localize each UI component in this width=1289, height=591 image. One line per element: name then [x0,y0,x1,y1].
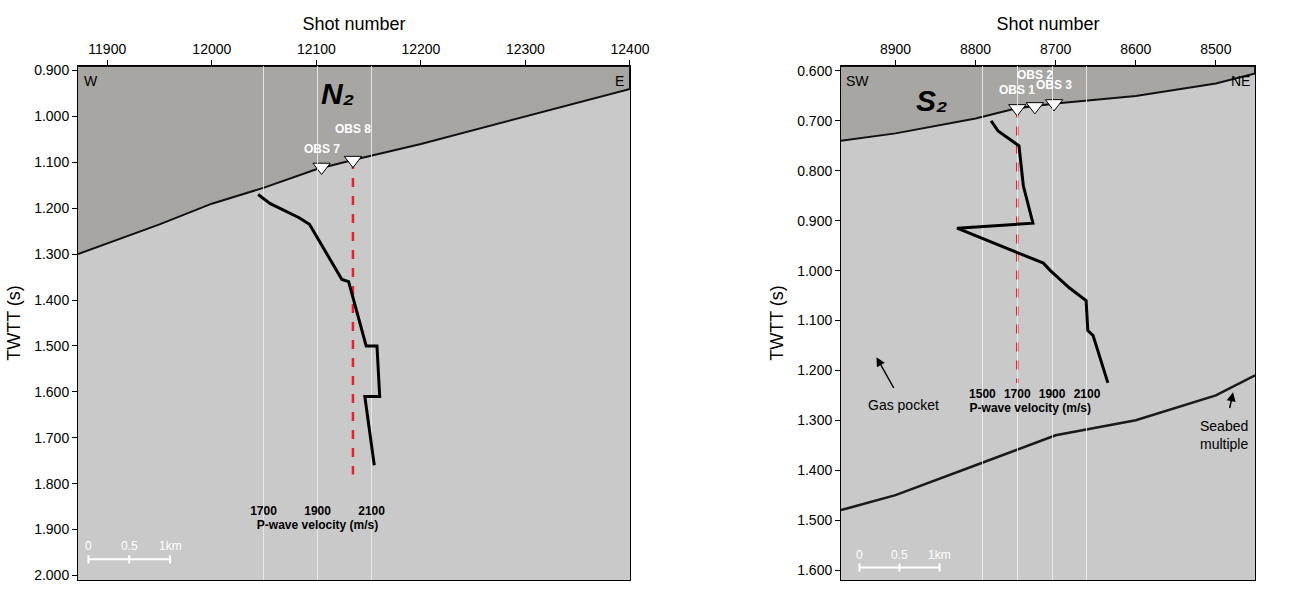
svg-text:1.400: 1.400 [797,462,832,478]
svg-text:N₂: N₂ [321,77,354,110]
svg-text:1.100: 1.100 [797,312,832,328]
svg-text:8700: 8700 [1040,41,1071,57]
svg-text:1.400: 1.400 [34,292,69,308]
svg-text:OBS 1: OBS 1 [999,83,1035,97]
svg-text:8800: 8800 [960,41,991,57]
svg-text:12200: 12200 [401,41,440,57]
svg-text:1700: 1700 [1004,387,1031,401]
svg-text:2100: 2100 [358,504,385,518]
svg-text:1.000: 1.000 [797,263,832,279]
svg-text:1.500: 1.500 [34,338,69,354]
svg-text:1900: 1900 [304,504,331,518]
svg-text:NE: NE [1231,73,1250,89]
svg-text:SW: SW [846,73,869,89]
svg-text:Seabedmultiple: Seabedmultiple [1200,418,1248,452]
svg-text:0: 0 [85,539,92,553]
svg-text:1km: 1km [928,548,951,562]
svg-text:8500: 8500 [1200,41,1231,57]
svg-text:0.900: 0.900 [34,62,69,78]
svg-text:1.800: 1.800 [34,476,69,492]
svg-text:0.600: 0.600 [797,63,832,79]
svg-text:S₂: S₂ [916,84,947,117]
svg-text:0.5: 0.5 [891,548,908,562]
svg-text:1.200: 1.200 [797,362,832,378]
svg-text:Shot number: Shot number [997,14,1100,34]
svg-text:1.000: 1.000 [34,108,69,124]
svg-text:1.700: 1.700 [34,430,69,446]
svg-text:2.000: 2.000 [34,567,69,583]
svg-text:P-wave velocity (m/s): P-wave velocity (m/s) [970,401,1091,415]
svg-text:OBS 8: OBS 8 [335,122,371,136]
svg-text:1.300: 1.300 [797,412,832,428]
svg-text:OBS 2: OBS 2 [1017,68,1053,82]
svg-text:11900: 11900 [88,41,126,57]
svg-text:0.700: 0.700 [797,113,832,129]
svg-text:OBS 3: OBS 3 [1036,78,1072,92]
svg-text:8600: 8600 [1120,41,1151,57]
svg-text:1.500: 1.500 [797,512,832,528]
svg-text:8900: 8900 [880,41,911,57]
svg-text:2100: 2100 [1074,387,1101,401]
svg-text:0.900: 0.900 [797,213,832,229]
svg-text:1.200: 1.200 [34,200,69,216]
svg-text:12400: 12400 [611,41,650,57]
svg-text:Shot number: Shot number [302,14,405,34]
svg-text:12100: 12100 [297,41,336,57]
svg-text:P-wave velocity (m/s): P-wave velocity (m/s) [257,518,378,532]
svg-text:0: 0 [856,548,863,562]
svg-text:TWTT (s): TWTT (s) [4,285,24,361]
svg-text:1500: 1500 [969,387,996,401]
svg-text:OBS 7: OBS 7 [304,142,340,156]
svg-text:TWTT (s): TWTT (s) [767,285,787,361]
svg-text:1700: 1700 [250,504,277,518]
svg-text:12000: 12000 [192,41,231,57]
svg-text:W: W [84,73,98,89]
svg-text:1900: 1900 [1039,387,1066,401]
svg-text:0.800: 0.800 [797,163,832,179]
svg-text:Gas pocket: Gas pocket [868,397,939,413]
svg-text:0.5: 0.5 [121,539,138,553]
svg-text:1.600: 1.600 [797,562,832,578]
svg-text:E: E [615,73,624,89]
svg-text:1.900: 1.900 [34,521,69,537]
svg-text:1km: 1km [159,539,182,553]
svg-text:12300: 12300 [506,41,545,57]
svg-text:1.300: 1.300 [34,246,69,262]
svg-text:1.100: 1.100 [34,154,69,170]
svg-text:1.600: 1.600 [34,384,69,400]
